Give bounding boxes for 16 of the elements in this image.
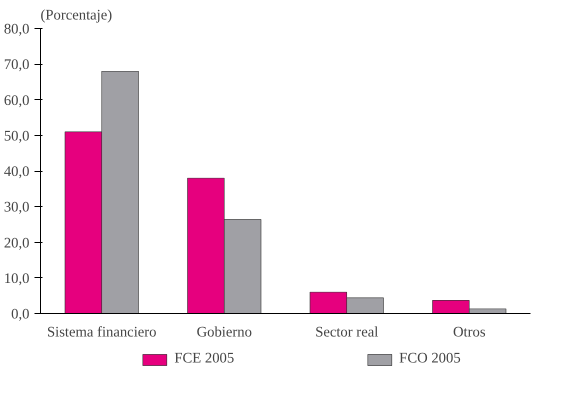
y-tick-label: 80,0 <box>4 22 30 38</box>
y-tick-label: 60,0 <box>4 92 30 109</box>
x-tick-label: Sistema financiero <box>47 324 156 340</box>
y-tick-label: 50,0 <box>4 128 30 144</box>
y-tick-label: 20,0 <box>4 235 30 252</box>
y-tick-label: 40,0 <box>4 164 30 180</box>
y-tick-label: 70,0 <box>4 57 30 74</box>
y-axis-title: (Porcentaje) <box>40 8 112 24</box>
legend-label: FCO 2005 <box>399 350 461 368</box>
x-tick-label: Gobierno <box>196 324 252 340</box>
y-tick-label: 30,0 <box>4 200 30 216</box>
y-tick-label: 0,0 <box>11 306 30 322</box>
y-tick-label: 10,0 <box>4 270 30 287</box>
x-tick-label: Otros <box>452 324 486 340</box>
legend-label: FCE 2005 <box>174 350 234 368</box>
x-tick-label: Sector real <box>315 324 378 340</box>
